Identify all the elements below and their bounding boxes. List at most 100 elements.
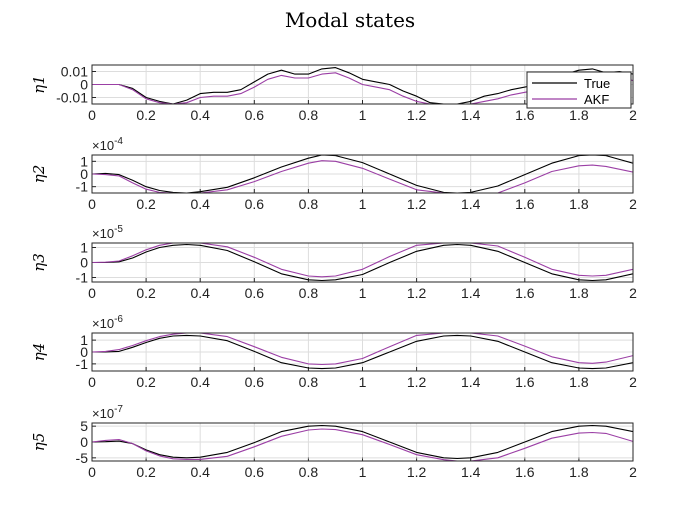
axes-box — [91, 332, 634, 372]
x-tick-label: 0.4 — [190, 374, 210, 390]
x-tick-label: 0.8 — [299, 464, 319, 480]
x-tick-label: 1 — [359, 374, 367, 390]
x-tick-label: 1.8 — [569, 464, 589, 480]
series-line-akf — [92, 333, 633, 366]
x-tick-label: 1.6 — [515, 107, 535, 123]
axes-box — [91, 242, 634, 283]
legend-label-true: True — [584, 76, 610, 91]
series-line-akf — [92, 243, 633, 278]
y-tick-label: -1 — [76, 356, 89, 372]
x-tick-label: 1.8 — [569, 285, 589, 301]
x-tick-label: 1.8 — [569, 196, 589, 212]
x-tick-label: 0.4 — [190, 285, 210, 301]
y-tick-label: 0 — [80, 77, 88, 93]
x-tick-label: 0 — [88, 107, 96, 123]
x-tick-label: 0.2 — [136, 196, 156, 212]
x-tick-label: 0.6 — [245, 285, 265, 301]
y-tick-label: 0 — [80, 344, 88, 360]
subplot-3: 0 0.2 0.4 0.6 0.8 1 1.2 1.4 1.6 1.8 210-1η3×10-5 — [30, 224, 637, 301]
y-tick-label: -0.01 — [56, 90, 88, 106]
y-tick-label: 1 — [80, 332, 88, 348]
y-tick-label: 0 — [80, 255, 88, 271]
x-tick-label: 0.2 — [136, 285, 156, 301]
y-axis-label: η2 — [30, 165, 48, 184]
x-tick-label: 1.4 — [461, 285, 481, 301]
y-tick-label: 5 — [80, 418, 88, 434]
subplot-2: 0 0.2 0.4 0.6 0.8 1 1.2 1.4 1.6 1.8 210-1η2×10-4 — [30, 136, 637, 212]
x-tick-label: 1 — [359, 285, 367, 301]
x-tick-label: 0.8 — [299, 285, 319, 301]
x-tick-label: 0.6 — [245, 196, 265, 212]
y-axis-label: η1 — [30, 75, 48, 94]
y-axis-label: η4 — [30, 343, 48, 362]
axis-exponent-label: ×10-5 — [92, 224, 123, 241]
y-tick-label: -1 — [76, 270, 89, 286]
x-tick-label: 1.2 — [407, 107, 427, 123]
x-tick-label: 2 — [629, 464, 637, 480]
x-tick-label: 2 — [629, 374, 637, 390]
x-tick-label: 0 — [88, 374, 96, 390]
y-tick-label: -1 — [76, 179, 89, 195]
x-tick-label: 0.2 — [136, 107, 156, 123]
x-tick-label: 2 — [629, 285, 637, 301]
legend-label-akf: AKF — [584, 92, 609, 107]
x-tick-label: 1.4 — [461, 374, 481, 390]
x-tick-label: 0 — [88, 464, 96, 480]
y-tick-label: 0 — [80, 166, 88, 182]
x-tick-label: 1 — [359, 464, 367, 480]
x-tick-label: 0.2 — [136, 464, 156, 480]
figure-title: Modal states — [285, 8, 415, 32]
series-line-true — [92, 243, 633, 282]
subplot-5: 0 0.2 0.4 0.6 0.8 1 1.2 1.4 1.6 1.8 250-5η5×10-7 — [30, 404, 637, 480]
series-line-true — [92, 334, 633, 370]
x-tick-label: 0 — [88, 285, 96, 301]
y-tick-label: 1 — [80, 240, 88, 256]
x-tick-label: 1.2 — [407, 464, 427, 480]
x-tick-label: 0.8 — [299, 196, 319, 212]
y-tick-label: 0.01 — [61, 64, 88, 80]
x-tick-label: 0 — [88, 196, 96, 212]
axis-exponent-label: ×10-6 — [92, 314, 123, 331]
x-tick-label: 1.6 — [515, 374, 535, 390]
series-line-akf — [92, 160, 633, 193]
x-tick-label: 0.6 — [245, 374, 265, 390]
x-tick-label: 0.4 — [190, 464, 210, 480]
x-tick-label: 1.2 — [407, 285, 427, 301]
x-tick-label: 1.6 — [515, 464, 535, 480]
x-tick-label: 0.8 — [299, 107, 319, 123]
x-tick-label: 1.6 — [515, 285, 535, 301]
axis-exponent-label: ×10-4 — [92, 136, 123, 153]
y-tick-label: 1 — [80, 153, 88, 169]
x-tick-label: 1.2 — [407, 196, 427, 212]
axes-box — [91, 154, 634, 194]
x-tick-label: 1 — [359, 107, 367, 123]
x-tick-label: 0.6 — [245, 107, 265, 123]
x-tick-label: 0.4 — [190, 107, 210, 123]
x-tick-label: 1 — [359, 196, 367, 212]
x-tick-label: 1.6 — [515, 196, 535, 212]
x-tick-label: 1.8 — [569, 107, 589, 123]
axes-box — [91, 64, 634, 105]
y-axis-label: η5 — [30, 433, 48, 452]
x-tick-label: 1.4 — [461, 107, 481, 123]
axis-exponent-label: ×10-7 — [92, 404, 123, 421]
x-tick-label: 1.8 — [569, 374, 589, 390]
x-tick-label: 0.4 — [190, 196, 210, 212]
axes-box — [91, 422, 634, 462]
series-line-true — [92, 424, 633, 460]
series-line-akf — [92, 428, 633, 461]
legend-box — [526, 71, 632, 109]
x-tick-label: 1.4 — [461, 196, 481, 212]
x-tick-label: 2 — [629, 107, 637, 123]
y-axis-label: η3 — [30, 253, 48, 272]
x-tick-label: 0.2 — [136, 374, 156, 390]
x-tick-label: 1.4 — [461, 464, 481, 480]
x-tick-label: 0.8 — [299, 374, 319, 390]
x-tick-label: 1.2 — [407, 374, 427, 390]
x-tick-label: 2 — [629, 196, 637, 212]
subplot-4: 0 0.2 0.4 0.6 0.8 1 1.2 1.4 1.6 1.8 210-1η4×10-6 — [30, 314, 637, 390]
